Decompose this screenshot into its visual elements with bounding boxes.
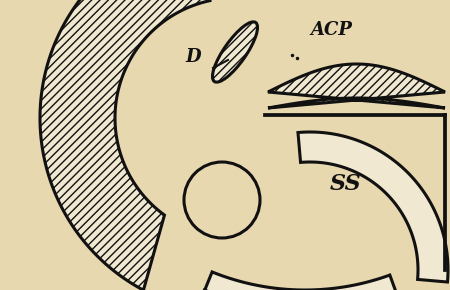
Circle shape: [184, 162, 260, 238]
Text: SS: SS: [330, 173, 362, 195]
Polygon shape: [298, 132, 448, 282]
Polygon shape: [205, 272, 396, 290]
Text: D: D: [185, 48, 201, 66]
Text: ACP: ACP: [310, 21, 352, 39]
Polygon shape: [268, 64, 445, 108]
Ellipse shape: [212, 22, 257, 82]
Polygon shape: [40, 0, 210, 290]
